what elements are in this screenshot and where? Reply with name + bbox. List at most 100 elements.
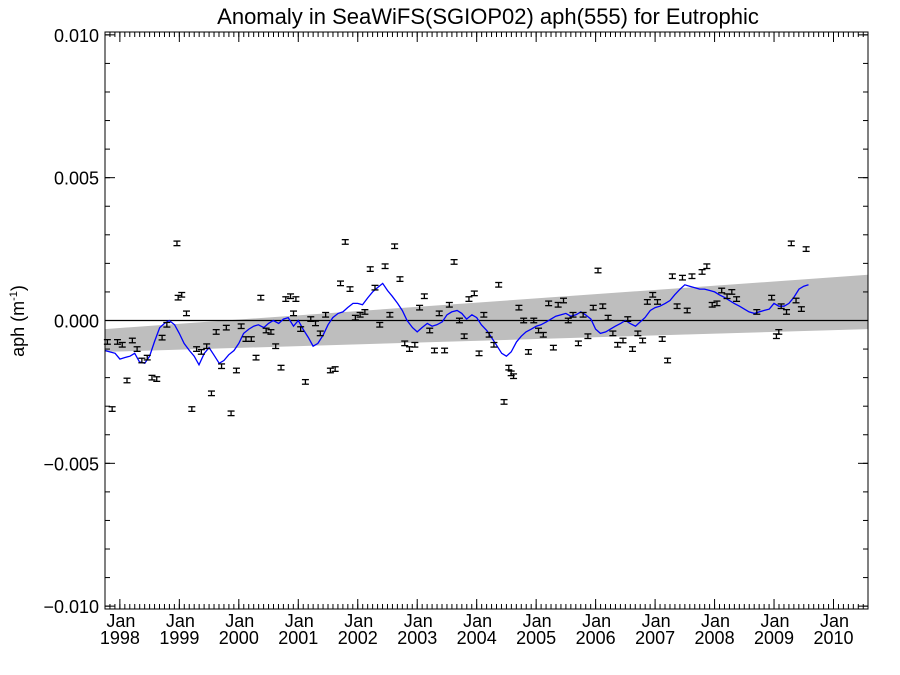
anomaly-point <box>673 303 681 310</box>
x-tick-month-label: Jan <box>404 611 433 631</box>
anomaly-point <box>123 377 131 384</box>
anomaly-point <box>455 317 463 324</box>
anomaly-point <box>545 300 553 307</box>
anomaly-point <box>128 337 136 344</box>
anomaly-point <box>337 280 345 287</box>
anomaly-point <box>733 296 741 303</box>
anomaly-point <box>143 354 151 361</box>
anomaly-point <box>182 310 190 317</box>
anomaly-point <box>500 398 508 405</box>
anomaly-point <box>445 301 453 308</box>
anomaly-point <box>163 321 171 328</box>
chart-title: Anomaly in SeaWiFS(SGIOP02) aph(555) for… <box>217 4 759 29</box>
anomaly-point <box>272 343 280 350</box>
anomaly-point <box>599 303 607 310</box>
anomaly-point <box>470 290 478 297</box>
anomaly-point <box>653 298 661 305</box>
anomaly-point <box>753 308 761 315</box>
anomaly-points-layer <box>103 239 810 417</box>
anomaly-point <box>227 410 235 417</box>
anomaly-point <box>450 259 458 265</box>
anomaly-point <box>768 294 776 301</box>
anomaly-point <box>287 293 295 300</box>
anomaly-point <box>619 337 627 344</box>
anomaly-point <box>569 311 577 318</box>
anomaly-point <box>574 340 582 347</box>
anomaly-point <box>594 267 602 274</box>
anomaly-point <box>361 308 369 315</box>
anomaly-point <box>634 330 642 337</box>
x-tick-year-label: 2006 <box>576 628 616 648</box>
anomaly-point <box>495 281 503 288</box>
anomaly-point <box>475 350 483 357</box>
anomaly-point <box>381 263 389 270</box>
anomaly-point <box>480 311 488 318</box>
anomaly-point <box>628 346 636 352</box>
y-axis-label-superscript: -1 <box>8 291 20 301</box>
anomaly-point <box>148 374 156 381</box>
x-tick-year-label: 2000 <box>219 628 259 648</box>
anomaly-point <box>218 363 226 370</box>
anomaly-point <box>232 367 240 374</box>
x-tick-month-label: Jan <box>285 611 314 631</box>
x-tick-month-label: Jan <box>523 611 552 631</box>
anomaly-point <box>728 289 736 295</box>
anomaly-point <box>549 344 557 351</box>
anomaly-point <box>460 333 468 340</box>
x-tick-year-label: 2004 <box>457 628 497 648</box>
anomaly-point <box>351 314 359 321</box>
x-tick-month-label: Jan <box>582 611 611 631</box>
y-axis-label-main: aph (m <box>8 301 28 357</box>
anomaly-point <box>520 317 528 324</box>
anomaly-point <box>604 314 612 321</box>
anomaly-point <box>138 357 146 364</box>
anomaly-point <box>252 354 260 361</box>
y-tick-label: −0.005 <box>43 454 99 474</box>
anomaly-point <box>322 311 330 318</box>
anomaly-point <box>584 333 592 340</box>
anomaly-point <box>247 336 255 343</box>
anomaly-point <box>356 311 364 318</box>
anomaly-point <box>777 303 785 310</box>
anomaly-point <box>430 347 438 354</box>
anomaly-point <box>775 328 783 335</box>
anomaly-point <box>718 287 726 294</box>
anomaly-point <box>524 348 532 355</box>
anomaly-point <box>783 308 791 315</box>
anomaly-point <box>713 300 721 307</box>
anomaly-point <box>178 291 186 298</box>
anomaly-point <box>802 246 810 253</box>
anomaly-point <box>396 276 404 283</box>
anomaly-point <box>193 346 201 352</box>
anomaly-point <box>366 266 374 273</box>
x-tick-year-label: 2007 <box>635 628 675 648</box>
y-axis-label-close: ) <box>8 285 28 291</box>
anomaly-point <box>664 357 672 364</box>
trend-confidence-band <box>105 274 868 352</box>
anomaly-point <box>401 340 409 347</box>
y-tick-label: 0.000 <box>54 312 99 332</box>
anomaly-point <box>658 336 666 343</box>
anomaly-point <box>262 327 270 334</box>
x-tick-month-label: Jan <box>820 611 849 631</box>
anomaly-point <box>624 316 632 323</box>
anomaly-point <box>668 273 676 280</box>
anomaly-point <box>609 330 617 337</box>
anomaly-point <box>292 296 300 303</box>
anomaly-point <box>371 284 379 291</box>
anomaly-point <box>386 311 394 318</box>
anomaly-point <box>485 331 493 338</box>
anomaly-point <box>589 304 597 311</box>
anomaly-point <box>649 291 657 298</box>
x-tick-month-label: Jan <box>225 611 254 631</box>
x-tick-year-label: 2002 <box>338 628 378 648</box>
x-tick-month-label: Jan <box>106 611 135 631</box>
anomaly-point <box>787 240 795 247</box>
anomaly-point <box>267 328 275 335</box>
anomaly-point <box>678 274 686 281</box>
anomaly-point <box>490 341 498 348</box>
anomaly-point <box>113 338 121 345</box>
anomaly-point <box>158 334 166 341</box>
anomaly-point <box>312 320 320 327</box>
anomaly-point <box>530 317 538 324</box>
